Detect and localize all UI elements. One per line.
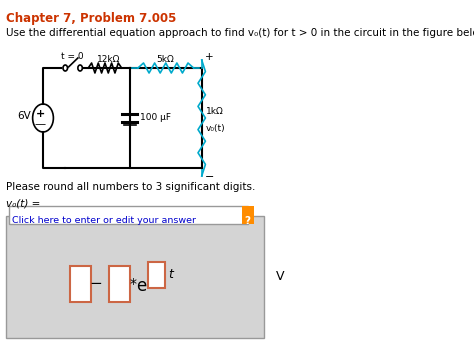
FancyBboxPatch shape: [242, 206, 254, 224]
Text: 5kΩ: 5kΩ: [156, 55, 174, 64]
Text: 100 μF: 100 μF: [140, 114, 171, 122]
FancyBboxPatch shape: [6, 216, 264, 338]
Text: ?: ?: [245, 216, 251, 226]
Text: *: *: [129, 277, 136, 291]
Text: +: +: [36, 109, 45, 119]
Text: v₀(t) =: v₀(t) =: [6, 198, 40, 208]
Text: t: t: [168, 268, 173, 281]
Text: Use the differential equation approach to find v₀(t) for t > 0 in the circuit in: Use the differential equation approach t…: [6, 28, 474, 38]
Text: 6V: 6V: [18, 111, 31, 121]
Text: Please round all numbers to 3 significant digits.: Please round all numbers to 3 significan…: [6, 182, 255, 192]
FancyBboxPatch shape: [71, 266, 91, 302]
Text: V: V: [276, 269, 284, 282]
Text: t = 0: t = 0: [61, 52, 84, 61]
Text: —: —: [35, 119, 46, 129]
FancyBboxPatch shape: [109, 266, 130, 302]
FancyBboxPatch shape: [9, 206, 248, 224]
Text: Click here to enter or edit your answer: Click here to enter or edit your answer: [12, 216, 196, 225]
Text: +: +: [205, 52, 213, 62]
Circle shape: [78, 65, 82, 71]
Text: e: e: [137, 277, 147, 295]
Text: v₀(t): v₀(t): [206, 123, 226, 132]
Circle shape: [63, 65, 67, 71]
Text: −: −: [205, 172, 214, 182]
FancyBboxPatch shape: [147, 262, 165, 288]
Text: 12kΩ: 12kΩ: [97, 55, 120, 64]
Text: Chapter 7, Problem 7.005: Chapter 7, Problem 7.005: [6, 12, 176, 25]
Text: 1kΩ: 1kΩ: [206, 107, 224, 117]
Text: −: −: [89, 276, 102, 291]
